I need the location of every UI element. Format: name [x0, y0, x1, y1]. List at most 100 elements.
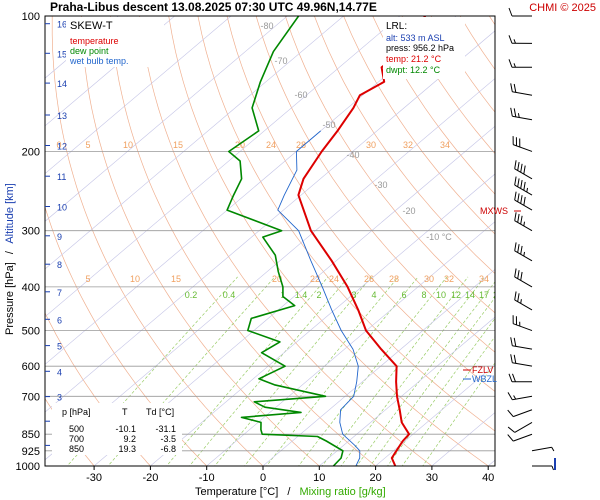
adiabat-label: 10	[123, 140, 133, 150]
mixing-ratio-label: 3	[351, 290, 356, 300]
altitude-tick-label: 16	[57, 20, 67, 30]
adiabat-label: 22	[310, 274, 320, 284]
adiabat-label: 28	[296, 140, 306, 150]
isotherm-line	[45, 30, 495, 413]
mixing-ratio-label: 1.4	[295, 290, 308, 300]
dry-adiabat-line	[110, 16, 377, 466]
series-line-wet-bulb-temp	[277, 130, 361, 466]
isotherm-line	[93, 125, 495, 466]
wind-barb	[531, 446, 555, 452]
altitude-tick-label: 8	[57, 260, 62, 270]
altitude-tick-label: 11	[57, 172, 66, 182]
wind-barb	[514, 160, 533, 180]
lrl-press: press: 956.2 hPa	[386, 43, 454, 53]
table-cell-p: 700	[69, 434, 84, 444]
wind-barb	[508, 59, 533, 68]
dry-adiabat-line	[0, 16, 45, 476]
adiabat-label: 5	[85, 274, 90, 284]
dry-adiabat-line	[255, 16, 495, 353]
altitude-tick-label: 14	[57, 79, 67, 89]
isotherm-label: -10 °C	[426, 232, 452, 242]
mixing-ratio-label: 6	[401, 290, 406, 300]
dry-adiabat-line	[284, 16, 495, 314]
mxws-label: MXWS	[480, 206, 508, 216]
wind-barb	[514, 242, 533, 262]
pressure-tick-label: 600	[22, 361, 40, 373]
profile-series	[226, 16, 427, 466]
wind-barbs	[507, 7, 556, 471]
dry-adiabat-line	[489, 16, 495, 26]
table-cell-t: 19.3	[118, 444, 136, 454]
adiabat-label: 26	[364, 274, 374, 284]
x-axis-label-separator: /	[287, 486, 291, 498]
altitude-tick-label: 3	[57, 393, 62, 403]
mixing-ratio-line	[298, 276, 448, 466]
mixing-ratio-label: 2	[316, 290, 321, 300]
mixing-ratio-line	[422, 362, 495, 466]
adiabat-label: 32	[444, 274, 454, 284]
pressure-tick-label: 1000	[16, 461, 40, 473]
adiabat-label: 28	[389, 274, 399, 284]
table-cell-p: 500	[69, 424, 84, 434]
adiabat-label: 34	[440, 140, 450, 150]
wind-barb	[512, 136, 533, 152]
table-cell-t: 9.2	[123, 434, 136, 444]
isotherm-label: -40	[346, 150, 359, 160]
lrl-title: LRL:	[386, 21, 407, 32]
adiabat-label: 20	[272, 274, 282, 284]
dry-adiabat-line	[577, 16, 600, 476]
mixing-ratio-label: 10	[436, 290, 446, 300]
table-cell-p: 850	[69, 444, 84, 454]
lrl-dwpt: dwpt: 12.2 °C	[386, 65, 441, 75]
isotherm-label: -80	[260, 21, 273, 31]
svg-text:Pressure [hPa] / A: Pressure [hPa] / Altitude [km]	[4, 183, 16, 335]
altitude-tick-label: 15	[57, 49, 67, 59]
plot-area: -80-70-60-50-40-30-20-10 °C 0 5 10 15 20 24 28…	[0, 6, 600, 476]
isotherm-line	[45, 16, 457, 365]
isotherm-label: -50	[322, 120, 335, 130]
y-axis-label-pressure: Pressure [hPa]	[4, 262, 16, 335]
temperature-tick-label: -30	[86, 472, 102, 484]
isotherms	[45, 6, 600, 476]
wind-barb	[507, 421, 533, 433]
mixing-ratio-line	[356, 281, 495, 466]
isotherm-labels: -80 -70 -60 -50 -40 -30 -20 -10 °C	[260, 21, 452, 242]
table-cell-td: -3.5	[160, 434, 176, 444]
adiabat-label: 34	[479, 274, 489, 284]
pressure-tick-label: 700	[22, 391, 40, 403]
isotherm-line	[45, 16, 176, 127]
mixing-ratio-label: 0.4	[223, 290, 236, 300]
dry-adiabat-line	[197, 16, 495, 432]
mixing-ratio-line	[387, 317, 495, 466]
credit-label: CHMI © 2025	[529, 2, 596, 14]
wind-barb	[514, 291, 533, 311]
mixing-ratio-line	[321, 276, 469, 466]
mixing-ratio-label: 8	[421, 290, 426, 300]
levels-table: p [hPa] T Td [°C] 500 -10.1 -31.1 700 9.…	[52, 403, 182, 455]
dry-adiabat-line	[139, 16, 433, 466]
mixing-ratio-label: 4	[371, 290, 376, 300]
wind-barb	[508, 373, 533, 383]
dry-adiabat-line	[518, 16, 600, 476]
plot-frame	[44, 15, 496, 467]
table-cell-t: -10.1	[115, 424, 136, 434]
wind-barb	[532, 465, 554, 471]
table-cell-td: -31.1	[155, 424, 176, 434]
isotherm-line	[533, 6, 600, 476]
wind-barb	[507, 409, 533, 418]
y-axis-label-separator: /	[4, 250, 16, 254]
wind-barb	[514, 212, 533, 232]
table-header-t: T	[122, 407, 128, 417]
mixing-ratio-label: 12	[451, 290, 461, 300]
isotherm-label: -60	[294, 90, 307, 100]
wind-barb	[507, 392, 533, 401]
wind-barb	[512, 315, 533, 332]
wind-barb	[510, 83, 533, 96]
y-axis-label-altitude: Altitude [km]	[4, 183, 16, 244]
wind-barb	[514, 268, 533, 288]
isotherm-line	[45, 16, 232, 174]
series-line-temperature	[297, 16, 427, 466]
x-axis-label: Temperature [°C] / Mixing ratio [g/kg]	[195, 486, 386, 498]
adiabat-label: 24	[266, 140, 276, 150]
isotherm-line	[375, 364, 495, 466]
